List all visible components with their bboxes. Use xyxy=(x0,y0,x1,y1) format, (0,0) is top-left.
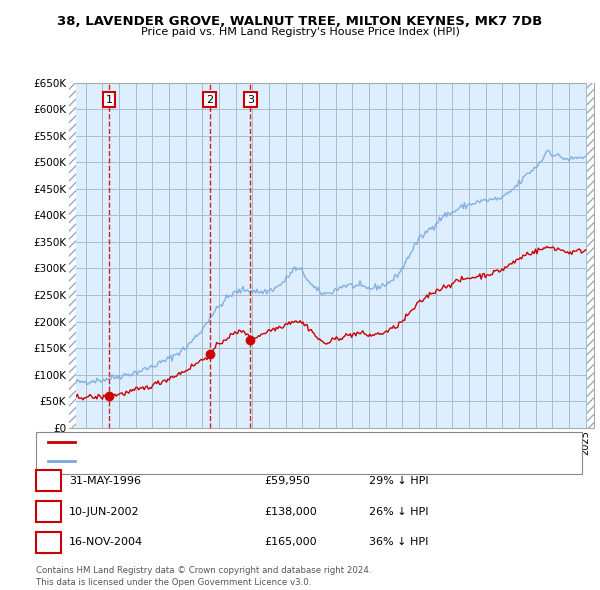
Text: 38, LAVENDER GROVE, WALNUT TREE, MILTON KEYNES, MK7 7DB (detached house): 38, LAVENDER GROVE, WALNUT TREE, MILTON … xyxy=(78,437,487,447)
Text: 10-JUN-2002: 10-JUN-2002 xyxy=(69,507,140,516)
Text: 3: 3 xyxy=(45,537,52,547)
Text: Price paid vs. HM Land Registry's House Price Index (HPI): Price paid vs. HM Land Registry's House … xyxy=(140,27,460,37)
Text: 36% ↓ HPI: 36% ↓ HPI xyxy=(369,537,428,547)
Bar xyxy=(587,83,594,428)
Text: £138,000: £138,000 xyxy=(264,507,317,516)
Text: 2: 2 xyxy=(45,507,52,516)
Bar xyxy=(69,83,76,428)
Text: £165,000: £165,000 xyxy=(264,537,317,547)
Text: £59,950: £59,950 xyxy=(264,476,310,486)
Text: Contains HM Land Registry data © Crown copyright and database right 2024.
This d: Contains HM Land Registry data © Crown c… xyxy=(36,566,371,587)
Text: 38, LAVENDER GROVE, WALNUT TREE, MILTON KEYNES, MK7 7DB: 38, LAVENDER GROVE, WALNUT TREE, MILTON … xyxy=(58,15,542,28)
Text: 31-MAY-1996: 31-MAY-1996 xyxy=(69,476,141,486)
Text: 3: 3 xyxy=(247,94,254,104)
Text: 1: 1 xyxy=(106,94,113,104)
Text: 16-NOV-2004: 16-NOV-2004 xyxy=(69,537,143,547)
Text: 26% ↓ HPI: 26% ↓ HPI xyxy=(369,507,428,516)
Text: 2: 2 xyxy=(206,94,213,104)
Text: HPI: Average price, detached house, Milton Keynes: HPI: Average price, detached house, Milt… xyxy=(78,456,327,466)
Text: 29% ↓ HPI: 29% ↓ HPI xyxy=(369,476,428,486)
Text: 1: 1 xyxy=(45,476,52,486)
